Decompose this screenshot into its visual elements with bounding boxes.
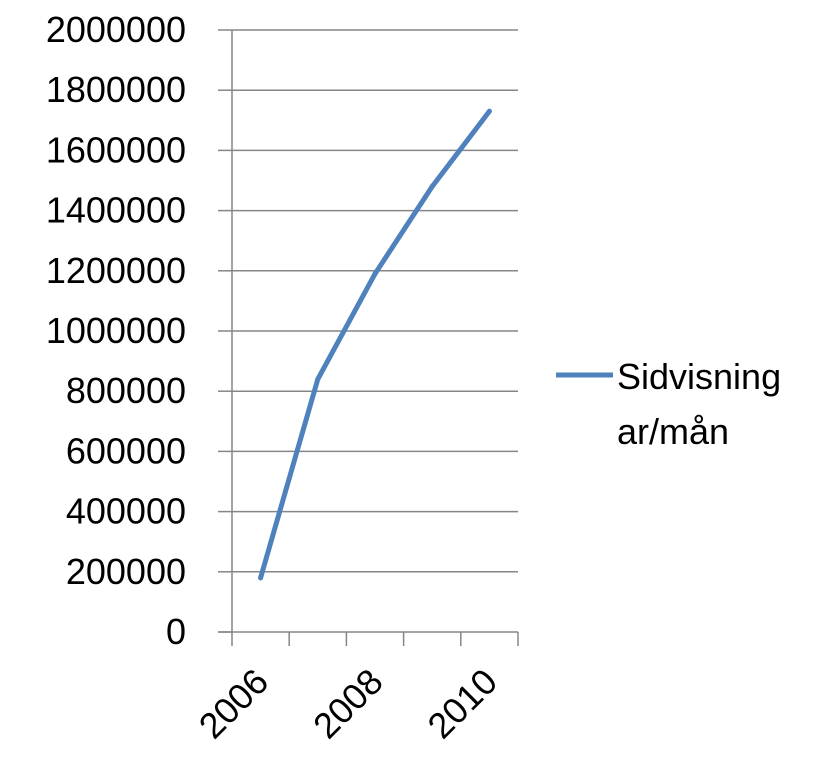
data-point — [486, 108, 492, 114]
y-tick-label: 1800000 — [46, 69, 186, 110]
y-axis-tick-labels: 0 200000 400000 600000 800000 1000000 1200000 1… — [46, 9, 186, 652]
y-tick-label: 600000 — [66, 430, 186, 471]
legend-label-line-1: Sidvisning — [617, 356, 781, 397]
y-tick-label: 2000000 — [46, 9, 186, 50]
x-axis-tick-labels: 2006 2008 2010 — [191, 661, 505, 747]
legend: Sidvisning ar/mån — [556, 356, 781, 452]
x-tick-label: 2010 — [419, 661, 505, 747]
x-axis-tick-marks — [231, 632, 519, 646]
y-tick-label: 0 — [166, 611, 186, 652]
x-tick-label: 2008 — [305, 661, 391, 747]
gridlines — [218, 29, 518, 633]
y-tick-label: 1200000 — [46, 250, 186, 291]
legend-label-line-2: ar/mån — [617, 411, 729, 452]
data-point — [315, 376, 321, 382]
y-tick-label: 800000 — [66, 370, 186, 411]
data-point — [372, 271, 378, 277]
x-tick-label: 2006 — [191, 661, 277, 747]
y-tick-label: 200000 — [66, 551, 186, 592]
data-point — [258, 575, 264, 581]
y-tick-label: 1600000 — [46, 129, 186, 170]
y-tick-label: 1000000 — [46, 310, 186, 351]
data-point — [429, 184, 435, 190]
series-group — [258, 108, 492, 581]
y-tick-label: 1400000 — [46, 190, 186, 231]
series-line — [258, 108, 492, 581]
y-tick-label: 400000 — [66, 491, 186, 532]
